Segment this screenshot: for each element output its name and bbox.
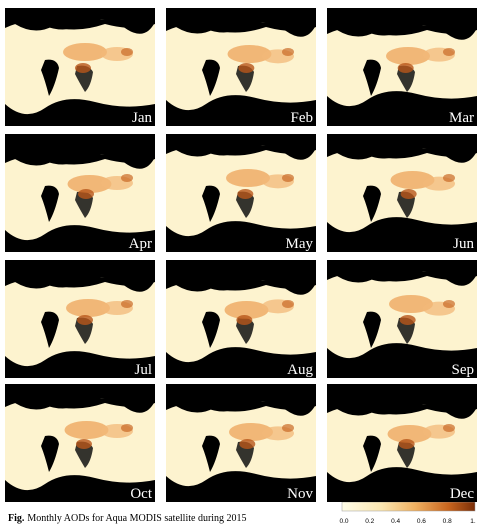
month-label: Aug <box>287 362 313 378</box>
aerosol-core <box>443 300 455 308</box>
aerosol-core <box>401 189 417 199</box>
map-panel: Nov <box>166 384 316 502</box>
aerosol-plume <box>226 169 270 187</box>
colorbar <box>342 502 475 511</box>
map-panel: Apr <box>5 134 155 252</box>
aerosol-core <box>443 424 455 432</box>
map-panel: Dec <box>327 384 477 502</box>
colorbar-tick-label: 0.0 <box>339 518 348 525</box>
aerosol-core <box>239 439 255 449</box>
month-label: Feb <box>291 110 314 126</box>
aerosol-core <box>400 315 416 325</box>
map-panel: Jul <box>5 260 155 378</box>
month-label: Dec <box>450 486 474 502</box>
colorbar-tick-label: 0.2 <box>365 518 374 525</box>
aerosol-core <box>282 424 294 432</box>
aerosol-core <box>77 315 93 325</box>
aerosol-core <box>76 439 92 449</box>
map-panel: Jan <box>5 8 155 126</box>
month-label: Jul <box>134 362 152 378</box>
month-label: Jun <box>453 236 474 252</box>
month-label: May <box>286 236 314 252</box>
colorbar-tick-label: 0.8 <box>443 518 452 525</box>
colorbar-tick-label: 1. <box>470 518 476 525</box>
aerosol-core <box>121 424 133 432</box>
aerosol-core <box>443 48 455 56</box>
aerosol-core <box>282 48 294 56</box>
colorbar-tick-label: 0.4 <box>391 518 400 525</box>
aerosol-core <box>236 315 252 325</box>
aerosol-core <box>443 174 455 182</box>
aerosol-core <box>237 189 253 199</box>
colorbar-tick-label: 0.6 <box>417 518 426 525</box>
aerosol-core <box>78 189 94 199</box>
map-panel: Mar <box>327 8 477 126</box>
maps: Fig.Monthly AODs for Aqua MODIS satellit… <box>0 0 477 527</box>
aerosol-core <box>282 174 294 182</box>
aerosol-core <box>282 300 294 308</box>
aerosol-core <box>238 63 254 73</box>
map-panel: May <box>166 134 316 252</box>
map-panel: Oct <box>5 384 155 502</box>
aerosol-core <box>121 48 133 56</box>
aerosol-core <box>75 63 91 73</box>
figure: Fig.Monthly AODs for Aqua MODIS satellit… <box>0 0 477 527</box>
caption-prefix: Fig. <box>8 513 25 524</box>
aerosol-core <box>398 63 414 73</box>
map-panel: Sep <box>327 260 477 378</box>
aerosol-core <box>121 300 133 308</box>
map-panel: Feb <box>166 8 316 126</box>
month-label: Sep <box>452 362 475 378</box>
map-panel: Aug <box>166 260 316 378</box>
aerosol-core <box>121 174 133 182</box>
aerosol-plume <box>63 43 107 61</box>
caption-text: Monthly AODs for Aqua MODIS satellite du… <box>27 513 246 524</box>
caption: Fig.Monthly AODs for Aqua MODIS satellit… <box>8 513 247 524</box>
month-label: Nov <box>287 486 313 502</box>
aerosol-core <box>399 439 415 449</box>
month-label: Oct <box>130 486 152 502</box>
month-label: Mar <box>449 110 474 126</box>
map-panel: Jun <box>327 134 477 252</box>
month-label: Apr <box>129 236 152 252</box>
month-label: Jan <box>132 110 152 126</box>
